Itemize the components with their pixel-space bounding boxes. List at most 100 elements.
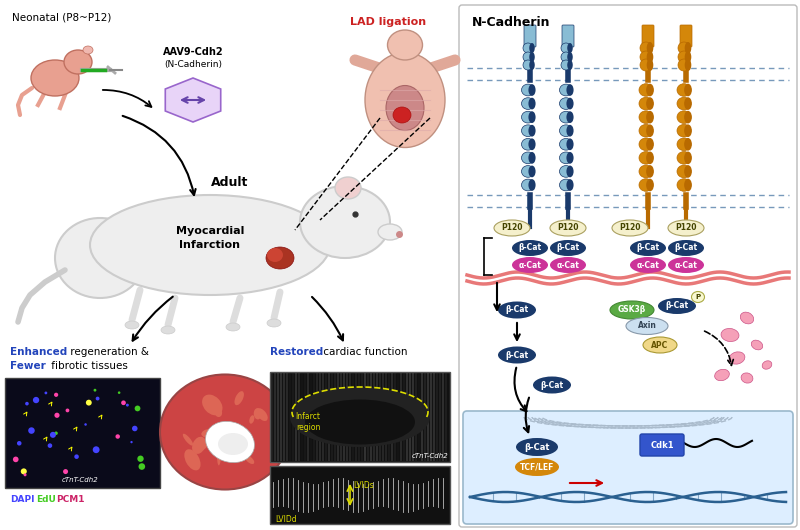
Ellipse shape [567, 60, 573, 70]
Ellipse shape [290, 387, 430, 447]
Ellipse shape [214, 408, 222, 417]
Ellipse shape [646, 51, 654, 63]
Ellipse shape [54, 413, 59, 418]
Ellipse shape [566, 179, 574, 191]
Ellipse shape [202, 394, 222, 416]
Text: P120: P120 [675, 224, 697, 233]
Text: (N-Cadherin): (N-Cadherin) [164, 59, 222, 68]
Ellipse shape [134, 405, 141, 411]
Ellipse shape [184, 449, 201, 471]
Ellipse shape [393, 107, 411, 123]
Ellipse shape [729, 352, 745, 364]
Ellipse shape [161, 326, 175, 334]
Ellipse shape [64, 50, 92, 74]
Ellipse shape [494, 220, 530, 236]
Ellipse shape [559, 125, 573, 137]
Ellipse shape [335, 177, 361, 199]
Ellipse shape [378, 224, 402, 240]
Bar [5, 378, 160, 488]
Ellipse shape [522, 111, 534, 123]
Ellipse shape [54, 393, 58, 397]
Ellipse shape [566, 98, 574, 109]
Text: β-Cat: β-Cat [506, 350, 529, 359]
Text: N-Cadherin: N-Cadherin [472, 15, 550, 29]
Ellipse shape [677, 179, 691, 191]
Ellipse shape [639, 98, 653, 110]
Text: Infarct
region: Infarct region [295, 412, 321, 432]
Ellipse shape [762, 361, 772, 369]
Ellipse shape [300, 186, 390, 258]
Ellipse shape [677, 84, 691, 96]
Ellipse shape [365, 52, 445, 147]
Ellipse shape [115, 434, 120, 439]
Text: β-Cat: β-Cat [524, 443, 550, 452]
Text: cardiac function: cardiac function [320, 347, 407, 357]
Ellipse shape [234, 391, 244, 405]
Ellipse shape [387, 30, 422, 60]
Ellipse shape [646, 152, 654, 164]
Ellipse shape [218, 433, 248, 455]
Bar [270, 466, 450, 524]
Text: Axin: Axin [638, 322, 657, 331]
Ellipse shape [512, 240, 548, 256]
Ellipse shape [226, 323, 240, 331]
Ellipse shape [610, 301, 654, 319]
Text: P120: P120 [502, 224, 522, 233]
Ellipse shape [677, 152, 691, 164]
Ellipse shape [658, 298, 696, 314]
Ellipse shape [386, 85, 424, 130]
Ellipse shape [182, 434, 193, 446]
Ellipse shape [522, 84, 534, 96]
Ellipse shape [130, 441, 133, 443]
Text: AAV9-Cdh2: AAV9-Cdh2 [162, 47, 223, 57]
Ellipse shape [668, 240, 704, 256]
Ellipse shape [529, 152, 535, 164]
Ellipse shape [522, 179, 534, 191]
Ellipse shape [561, 60, 571, 70]
Ellipse shape [639, 111, 653, 123]
Ellipse shape [646, 42, 654, 54]
Text: α-Cat: α-Cat [674, 261, 698, 269]
Ellipse shape [684, 111, 692, 123]
Ellipse shape [646, 84, 654, 96]
Ellipse shape [160, 375, 290, 490]
Ellipse shape [559, 111, 573, 123]
Ellipse shape [50, 432, 56, 438]
Ellipse shape [529, 165, 535, 177]
Ellipse shape [254, 408, 262, 419]
Text: LVIDd: LVIDd [275, 515, 297, 524]
Ellipse shape [559, 84, 573, 96]
Ellipse shape [522, 125, 534, 137]
Ellipse shape [55, 218, 145, 298]
Ellipse shape [684, 179, 692, 191]
Text: TCF/LEF: TCF/LEF [520, 463, 554, 472]
FancyBboxPatch shape [463, 411, 793, 524]
Ellipse shape [559, 138, 573, 150]
Ellipse shape [640, 59, 652, 71]
Ellipse shape [33, 397, 39, 403]
Ellipse shape [498, 302, 536, 319]
Ellipse shape [529, 179, 535, 191]
Ellipse shape [522, 98, 534, 109]
Ellipse shape [677, 138, 691, 151]
Ellipse shape [522, 165, 534, 177]
Ellipse shape [751, 340, 762, 350]
Polygon shape [166, 78, 221, 122]
Ellipse shape [515, 458, 559, 476]
Ellipse shape [566, 111, 574, 123]
Ellipse shape [132, 426, 138, 431]
Ellipse shape [138, 456, 144, 462]
Ellipse shape [83, 46, 93, 54]
Text: Restored: Restored [270, 347, 323, 357]
Ellipse shape [522, 152, 534, 164]
Ellipse shape [31, 60, 79, 96]
Text: P: P [695, 294, 701, 300]
Text: regeneration &: regeneration & [67, 347, 149, 357]
Ellipse shape [646, 59, 654, 71]
Ellipse shape [668, 220, 704, 236]
Ellipse shape [550, 257, 586, 273]
Ellipse shape [96, 396, 99, 401]
Ellipse shape [721, 329, 739, 341]
Ellipse shape [677, 165, 691, 178]
Ellipse shape [118, 391, 121, 394]
